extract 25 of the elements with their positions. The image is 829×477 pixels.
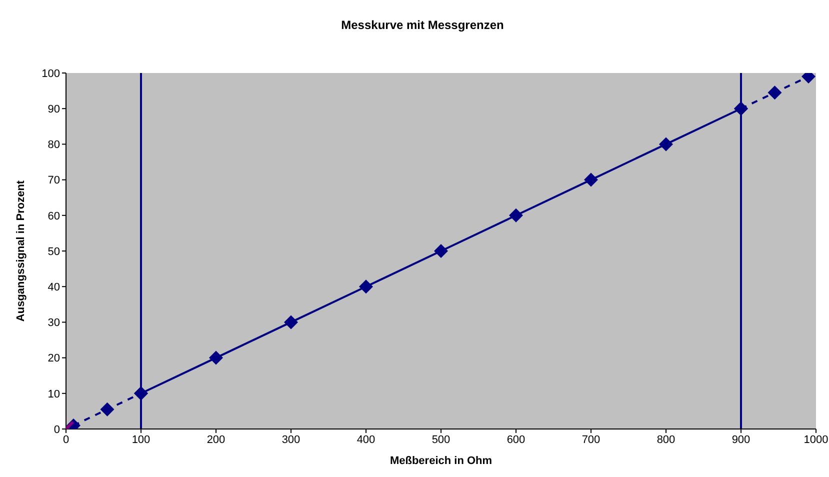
y-axis-title: Ausgangssignal in Prozent (14, 180, 27, 322)
y-tick-label: 90 (48, 104, 60, 116)
y-tick-label: 40 (48, 282, 60, 294)
x-tick-label: 800 (656, 434, 676, 446)
x-tick-label: 1000 (804, 434, 828, 446)
x-tick-label: 900 (732, 434, 750, 446)
y-tick-label: 70 (48, 174, 60, 187)
y-tick-label: 80 (48, 139, 60, 152)
x-tick-label: 100 (132, 434, 150, 446)
x-tick-label: 0 (62, 434, 70, 446)
x-tick-label: 600 (506, 434, 526, 446)
y-tick-label: 0 (54, 424, 60, 436)
x-axis-title: Meßbereich in Ohm (390, 455, 492, 467)
y-tick-label: 10 (48, 388, 60, 400)
x-tick-label: 400 (356, 434, 376, 446)
chart-title: Messkurve mit Messgrenzen (340, 18, 505, 32)
x-tick-label: 700 (582, 434, 600, 446)
x-tick-label: 300 (282, 434, 300, 446)
y-tick-label: 20 (48, 352, 60, 365)
y-tick-label: 60 (48, 210, 60, 222)
x-tick-label: 500 (432, 434, 450, 446)
y-tick-label: 50 (48, 246, 60, 258)
y-tick-label: 100 (42, 68, 60, 80)
y-tick-label: 30 (48, 317, 60, 330)
x-tick-label: 200 (206, 434, 226, 446)
